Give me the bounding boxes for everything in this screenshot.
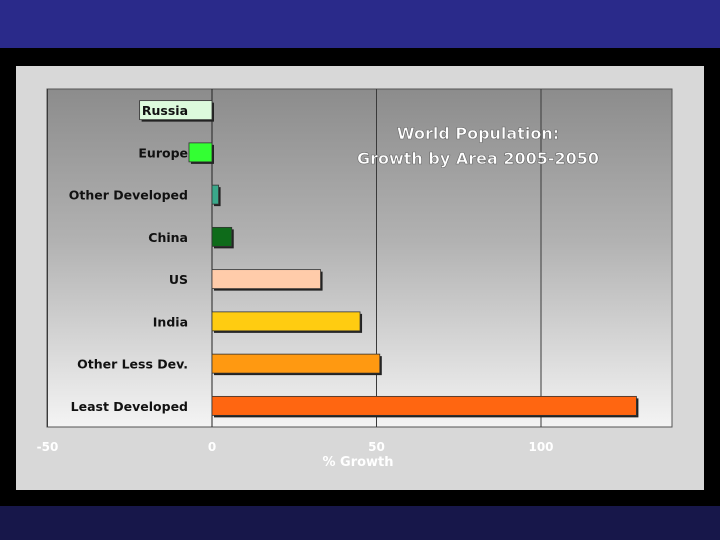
plot-area bbox=[46, 88, 673, 428]
bar-europe bbox=[188, 142, 213, 163]
x-tick-labels: -50 0 50 100 bbox=[37, 440, 554, 454]
bar-other-developed bbox=[211, 184, 219, 205]
bars bbox=[139, 100, 639, 418]
category-label: China bbox=[148, 230, 188, 245]
chart-title-line-2: Growth by Area 2005-2050 bbox=[357, 149, 599, 168]
category-label: Other Less Dev. bbox=[77, 357, 188, 372]
chart-title-line-1: World Population: bbox=[397, 124, 559, 143]
x-tick-label: 0 bbox=[208, 440, 216, 454]
bar-us bbox=[211, 269, 321, 290]
bar-russia bbox=[139, 100, 213, 121]
bar-least-developed bbox=[211, 395, 637, 416]
x-axis-label: % Growth bbox=[322, 455, 393, 470]
category-label: US bbox=[169, 272, 188, 287]
category-labels: Russia Europe Other Developed China US India O… bbox=[69, 103, 188, 414]
bar-india bbox=[211, 311, 361, 332]
category-label: Europe bbox=[138, 145, 188, 160]
slide-bottom-band bbox=[0, 506, 720, 540]
x-tick-label: 50 bbox=[368, 440, 385, 454]
x-tick-label: -50 bbox=[37, 440, 59, 454]
category-label: Other Developed bbox=[69, 188, 188, 203]
bar-other-less-dev bbox=[211, 353, 381, 374]
category-label: Least Developed bbox=[71, 399, 188, 414]
category-label: India bbox=[153, 314, 188, 329]
x-tick-label: 100 bbox=[528, 440, 553, 454]
slide-top-band bbox=[0, 0, 720, 48]
bar-china bbox=[211, 226, 233, 247]
category-label: Russia bbox=[142, 103, 188, 118]
